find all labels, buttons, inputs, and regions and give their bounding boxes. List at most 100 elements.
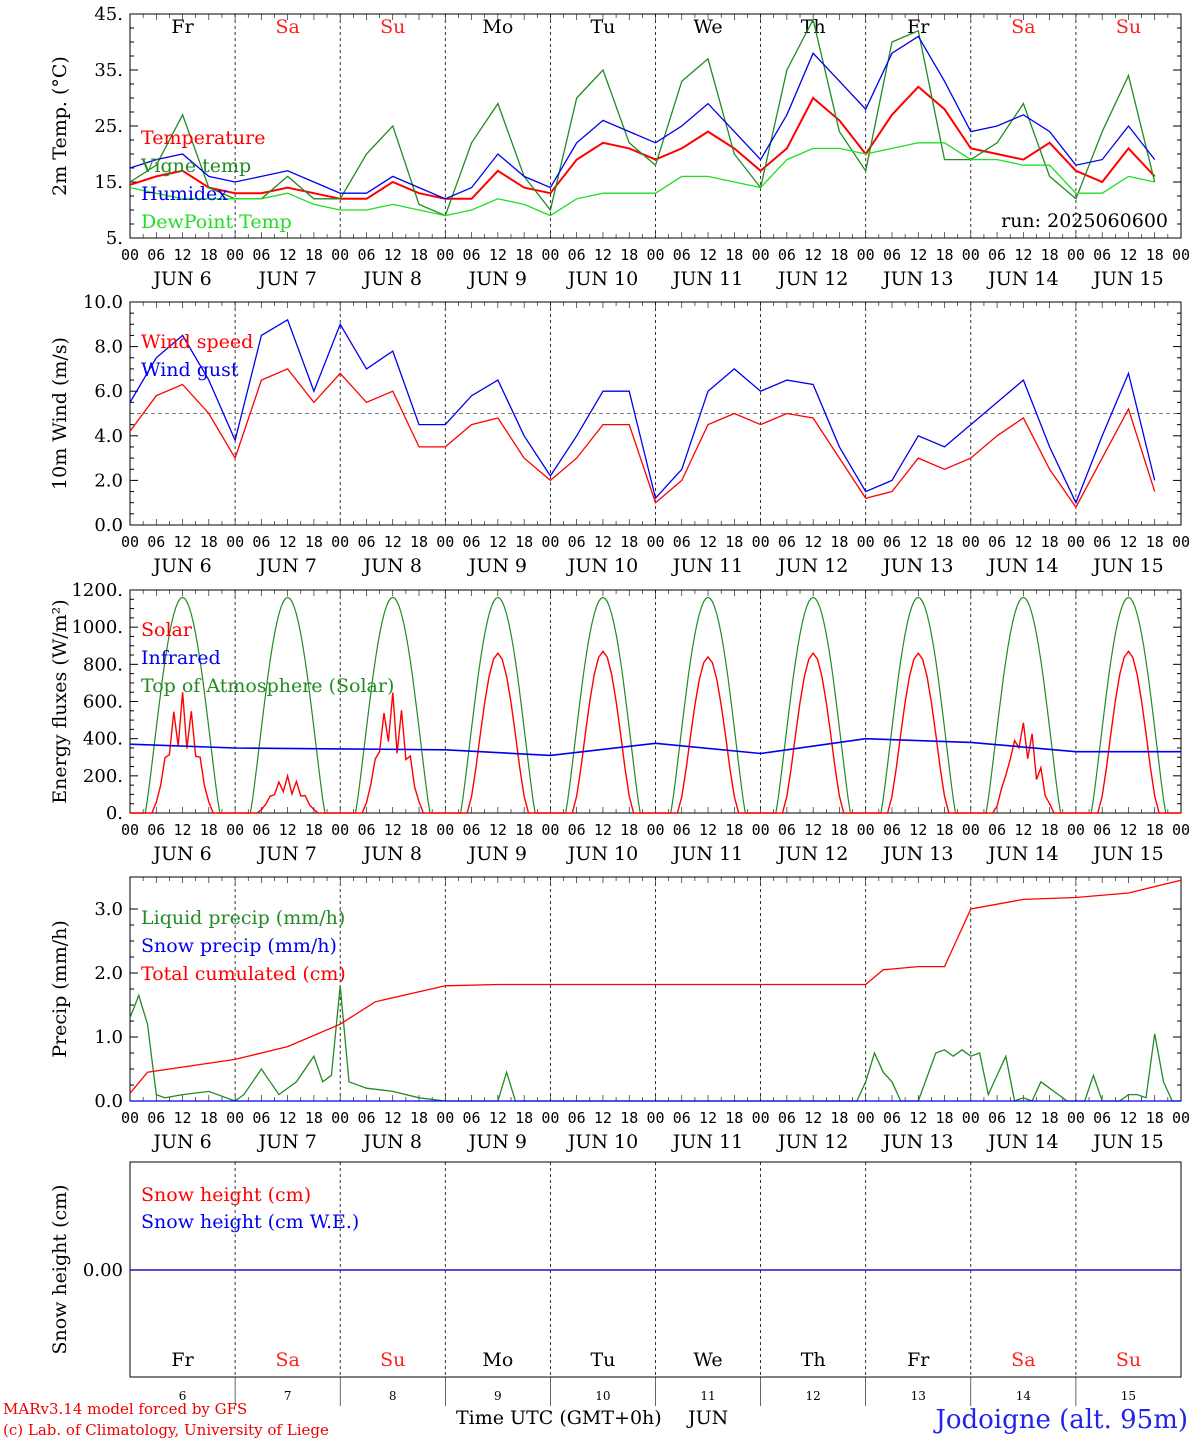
day-label: JUN 9 bbox=[467, 1131, 527, 1153]
hour-tick-label: 12 bbox=[699, 246, 717, 264]
y-tick-label: 200. bbox=[83, 766, 123, 787]
hour-tick-label: 00 bbox=[331, 533, 349, 551]
hour-tick-label: 06 bbox=[463, 821, 481, 839]
hour-tick-label: 06 bbox=[883, 533, 901, 551]
hour-tick-label: 06 bbox=[1093, 246, 1111, 264]
hour-tick-label: 00 bbox=[752, 533, 770, 551]
hour-tick-label: 06 bbox=[988, 533, 1006, 551]
hour-tick-label: 06 bbox=[673, 533, 691, 551]
y-tick-label: 5. bbox=[106, 228, 123, 249]
legend-entry: Humidex bbox=[141, 183, 228, 205]
hour-tick-label: 00 bbox=[752, 1109, 770, 1127]
hour-tick-label: 06 bbox=[673, 246, 691, 264]
hour-tick-label: 06 bbox=[988, 1109, 1006, 1127]
day-label: JUN 14 bbox=[986, 843, 1058, 865]
legend-entry: Wind gust bbox=[141, 359, 239, 381]
y-tick-label: 4.0 bbox=[94, 426, 123, 447]
day-number-label: 11 bbox=[700, 1389, 715, 1403]
hour-tick-label: 00 bbox=[331, 1109, 349, 1127]
hour-tick-label: 06 bbox=[252, 821, 270, 839]
hour-tick-label: 12 bbox=[804, 1109, 822, 1127]
series-line-wind-speed bbox=[129, 368, 1156, 509]
day-label: JUN 12 bbox=[776, 268, 848, 290]
day-number-label: 14 bbox=[1016, 1389, 1032, 1403]
day-label: JUN 12 bbox=[776, 555, 848, 577]
y-tick-label: 3.0 bbox=[94, 899, 123, 920]
hour-tick-label: 06 bbox=[252, 246, 270, 264]
hour-tick-label: 12 bbox=[594, 246, 612, 264]
series-line-temperature bbox=[129, 85, 1156, 200]
hour-tick-label: 06 bbox=[883, 1109, 901, 1127]
hour-tick-label: 00 bbox=[121, 246, 139, 264]
hour-tick-label: 12 bbox=[279, 533, 297, 551]
y-tick-label: 0.0 bbox=[94, 515, 123, 536]
hour-tick-label: 12 bbox=[489, 533, 507, 551]
legend-entry: Snow height (cm) bbox=[141, 1184, 311, 1206]
hour-tick-label: 12 bbox=[174, 1109, 192, 1127]
hour-tick-label: 12 bbox=[1119, 246, 1137, 264]
legend-entry: Top of Atmosphere (Solar) bbox=[141, 675, 394, 697]
hour-tick-label: 18 bbox=[1041, 1109, 1059, 1127]
weekday-label: Fr bbox=[907, 1349, 930, 1371]
series-line-vigne-temp bbox=[129, 17, 1156, 217]
hour-tick-label: 00 bbox=[226, 821, 244, 839]
y-tick-label: 600. bbox=[83, 692, 123, 713]
hour-tick-label: 00 bbox=[436, 533, 454, 551]
y-axis-label: Energy fluxes (W/m²) bbox=[49, 599, 71, 803]
weekday-label: We bbox=[693, 16, 722, 38]
day-label: JUN 15 bbox=[1091, 843, 1163, 865]
hour-tick-label: 18 bbox=[1146, 821, 1164, 839]
hour-tick-label: 00 bbox=[857, 533, 875, 551]
hour-tick-label: 18 bbox=[725, 1109, 743, 1127]
hour-tick-label: 06 bbox=[357, 821, 375, 839]
y-tick-label: 1200. bbox=[71, 580, 123, 601]
weekday-label: We bbox=[693, 1349, 722, 1371]
hour-tick-label: 00 bbox=[646, 1109, 664, 1127]
day-label: JUN 11 bbox=[671, 555, 743, 577]
hour-tick-label: 18 bbox=[830, 533, 848, 551]
hour-tick-label: 12 bbox=[489, 1109, 507, 1127]
series-line-infrared bbox=[129, 737, 1181, 757]
hour-tick-label: 00 bbox=[541, 821, 559, 839]
hour-tick-label: 18 bbox=[410, 821, 428, 839]
hour-tick-label: 18 bbox=[725, 821, 743, 839]
y-tick-label: 1000. bbox=[71, 617, 123, 638]
day-label: JUN 14 bbox=[986, 555, 1058, 577]
panel-temperature: 5. 15. 25. 35. 45. 2m Temp. (°C) 00 06 12 18 JUN 6… bbox=[49, 4, 1190, 290]
day-number-label: 9 bbox=[494, 1389, 502, 1403]
hour-tick-label: 12 bbox=[909, 1109, 927, 1127]
hour-tick-label: 12 bbox=[1119, 1109, 1137, 1127]
model-credit: MARv3.14 model forced by GFS bbox=[3, 1400, 247, 1418]
x-axis-title-month: JUN bbox=[686, 1407, 728, 1429]
hour-tick-label: 06 bbox=[463, 533, 481, 551]
day-label: JUN 10 bbox=[566, 555, 638, 577]
hour-tick-label: 00 bbox=[436, 1109, 454, 1127]
hour-tick-label: 00 bbox=[646, 246, 664, 264]
hour-tick-label: 06 bbox=[357, 533, 375, 551]
hour-tick-label: 18 bbox=[1041, 821, 1059, 839]
day-number-label: 10 bbox=[595, 1389, 610, 1403]
hour-tick-label: 00 bbox=[121, 533, 139, 551]
hour-tick-label: 06 bbox=[883, 821, 901, 839]
legend-entry: Solar bbox=[141, 619, 193, 641]
hour-tick-label: 06 bbox=[673, 821, 691, 839]
hour-tick-label: 06 bbox=[568, 821, 586, 839]
y-tick-label: 25. bbox=[94, 116, 123, 137]
weekday-label: Mo bbox=[482, 1349, 513, 1371]
day-label: JUN 15 bbox=[1091, 268, 1163, 290]
day-label: JUN 6 bbox=[151, 555, 211, 577]
hour-tick-label: 18 bbox=[1041, 246, 1059, 264]
hour-tick-label: 18 bbox=[935, 533, 953, 551]
weekday-label: Fr bbox=[171, 16, 194, 38]
legend-entry: Temperature bbox=[141, 127, 265, 149]
hour-tick-label: 06 bbox=[1093, 533, 1111, 551]
day-label: JUN 11 bbox=[671, 268, 743, 290]
legend-entry: Snow height (cm W.E.) bbox=[141, 1211, 359, 1233]
hour-tick-label: 12 bbox=[699, 1109, 717, 1127]
hour-tick-label: 12 bbox=[804, 821, 822, 839]
hour-tick-label: 00 bbox=[962, 533, 980, 551]
hour-tick-label: 18 bbox=[725, 533, 743, 551]
day-label: JUN 13 bbox=[881, 555, 953, 577]
y-tick-label: 1.0 bbox=[94, 1027, 123, 1048]
